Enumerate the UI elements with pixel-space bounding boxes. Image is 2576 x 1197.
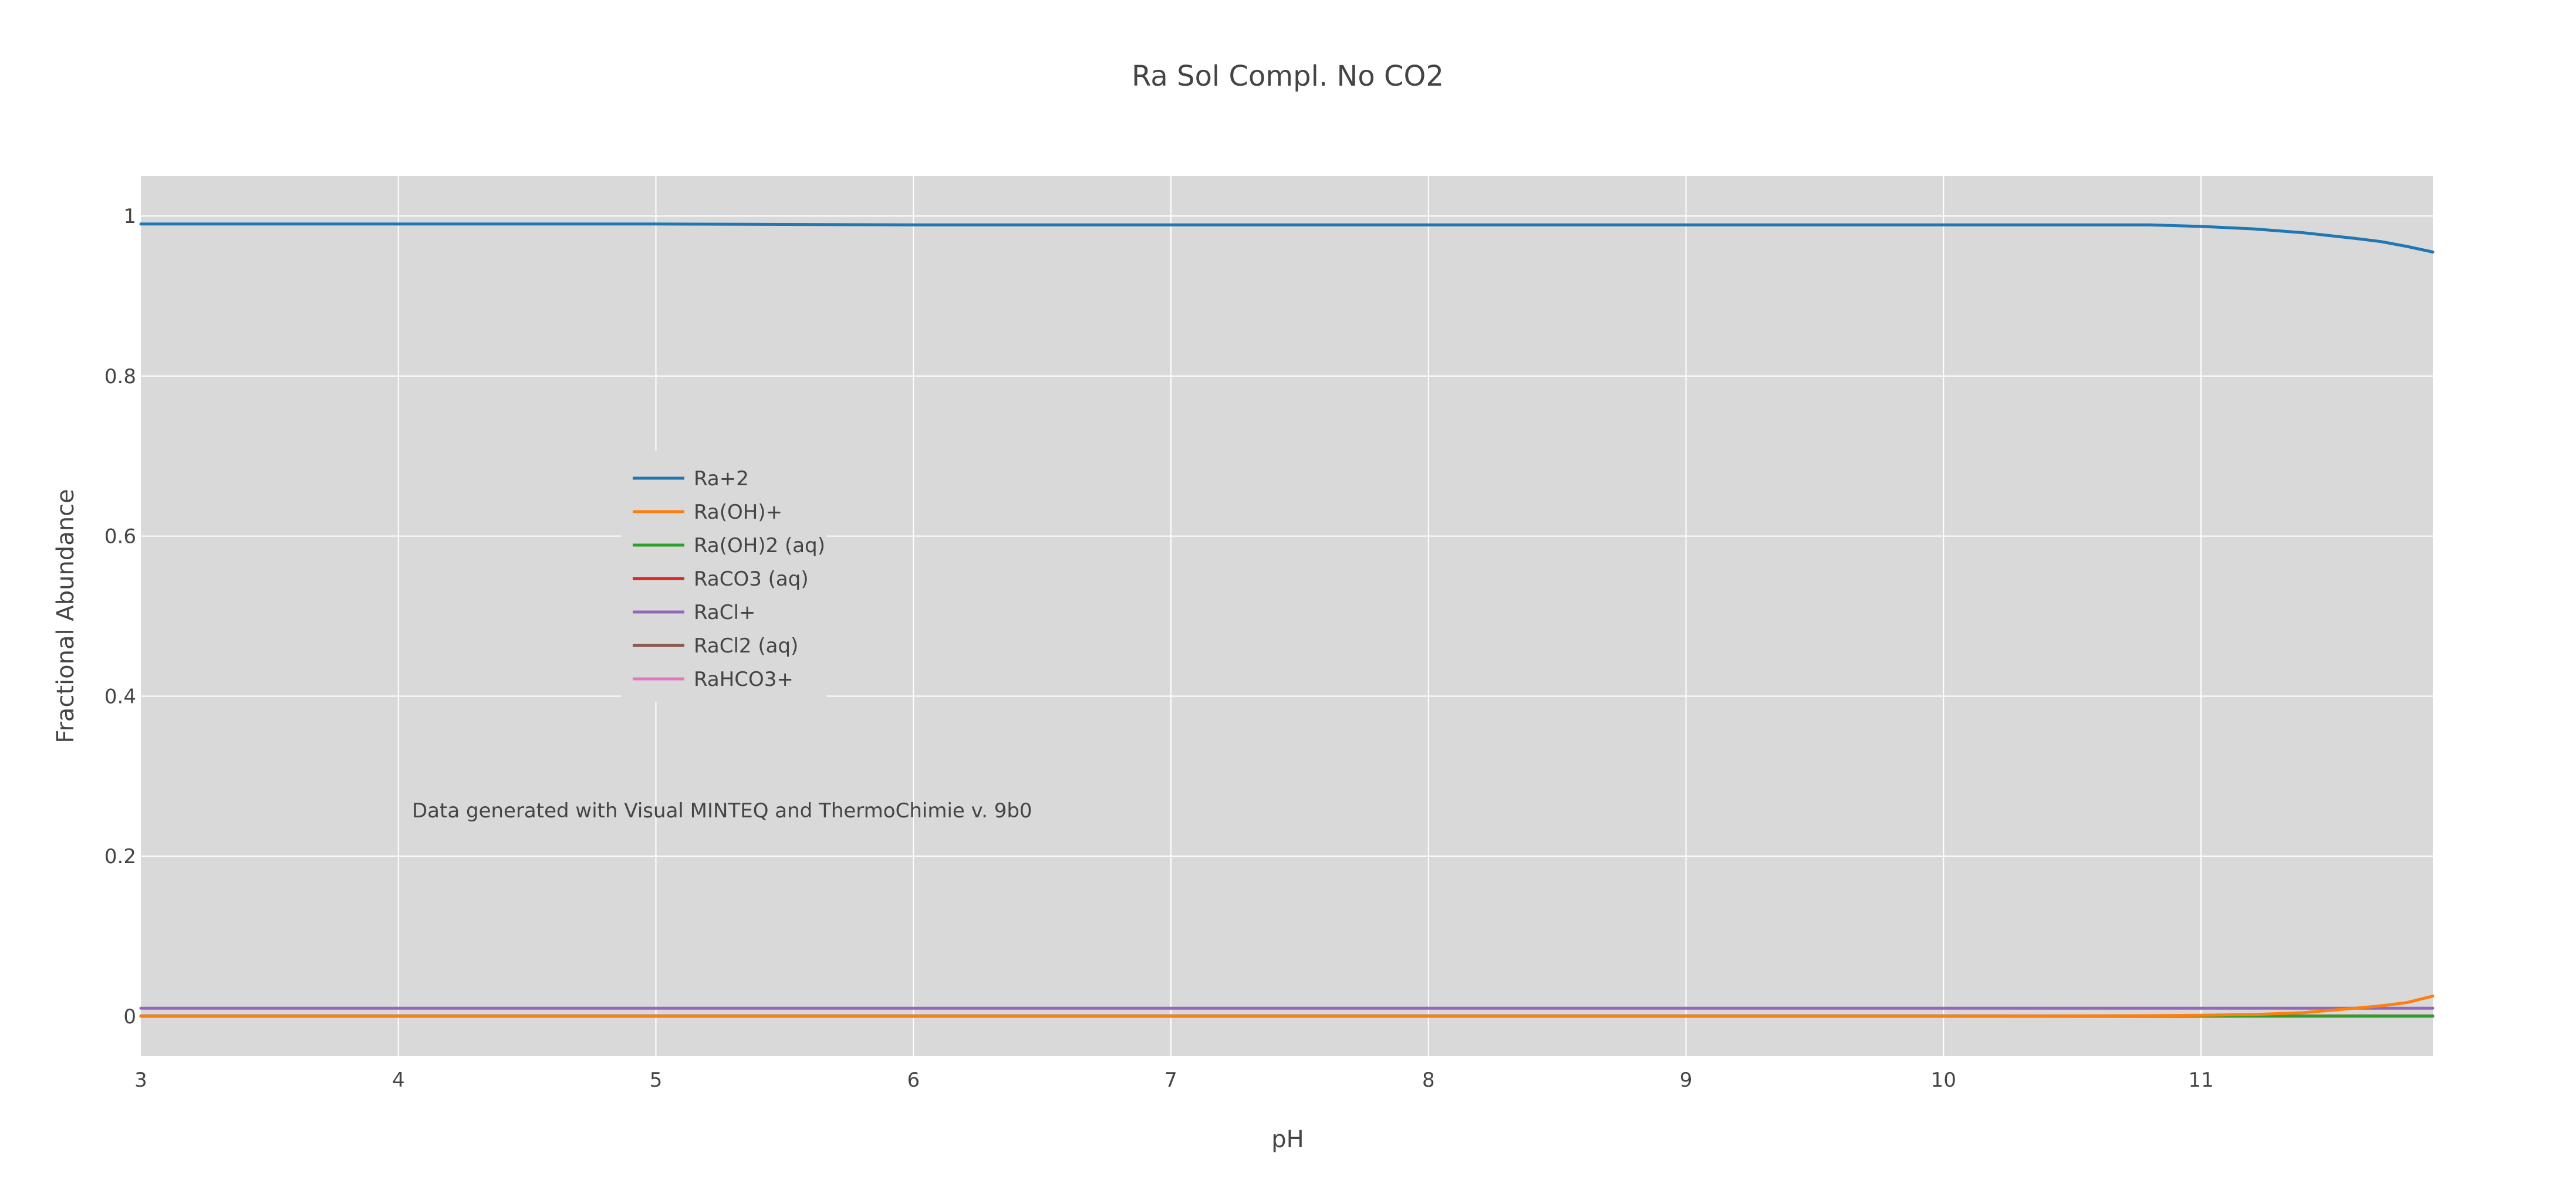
x-tick-label: 3	[134, 1068, 147, 1092]
x-tick-label: 5	[650, 1068, 663, 1092]
y-tick-label: 0.2	[104, 845, 136, 868]
series-line-ra-oh	[139, 995, 2435, 1018]
x-tick-label: 6	[907, 1068, 920, 1092]
legend-label-raco3-aq: RaCO3 (aq)	[694, 567, 809, 591]
series-lines	[139, 222, 2435, 1018]
legend: Ra+2 Ra(OH)+ Ra(OH)2 (aq) RaCO3 (aq) RaCl+ Ra…	[621, 451, 826, 702]
legend-label-ra-2: Ra+2	[694, 467, 749, 491]
y-tick-label: 0.8	[104, 365, 136, 388]
x-tick-labels: 3 4 5 6 7 8 9 10 11	[134, 1068, 2214, 1092]
y-tick-label: 0.6	[104, 525, 136, 549]
x-axis-title: pH	[1271, 1126, 1304, 1153]
y-tick-labels: 0 0.2 0.4 0.6 0.8 1	[104, 205, 136, 1029]
x-tick-label: 8	[1422, 1068, 1435, 1092]
x-tick-label: 4	[392, 1068, 405, 1092]
legend-label-racl: RaCl+	[694, 601, 755, 624]
y-tick-label: 0	[123, 1005, 136, 1029]
series-line-ra-2	[139, 222, 2435, 253]
y-axis-title: Fractional Abundance	[52, 489, 79, 743]
legend-label-rahco3: RaHCO3+	[694, 668, 794, 691]
x-tick-label: 10	[1931, 1068, 1956, 1092]
x-tick-label: 7	[1164, 1068, 1177, 1092]
chart-annotation: Data generated with Visual MINTEQ and Th…	[412, 799, 1032, 823]
x-tick-label: 9	[1680, 1068, 1693, 1092]
plot-area	[141, 176, 2433, 1056]
chart-title: Ra Sol Compl. No CO2	[1132, 60, 1444, 93]
x-gridlines	[397, 176, 2202, 1056]
y-tick-label: 1	[123, 205, 136, 228]
x-tick-label: 11	[2188, 1068, 2213, 1092]
legend-label-racl2-aq: RaCl2 (aq)	[694, 634, 798, 658]
legend-label-ra-oh-2-aq: Ra(OH)2 (aq)	[694, 534, 825, 557]
legend-label-ra-oh: Ra(OH)+	[694, 501, 782, 524]
legend-background	[621, 451, 826, 702]
y-tick-label: 0.4	[104, 685, 136, 708]
